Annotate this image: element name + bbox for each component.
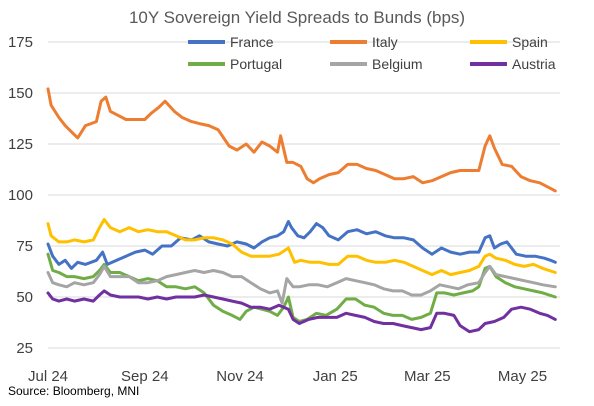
series-line-spain bbox=[46, 218, 557, 277]
y-tick-label: 25 bbox=[16, 340, 33, 357]
y-tick-label: 175 bbox=[8, 34, 33, 51]
series-line-belgium bbox=[46, 264, 557, 305]
legend-label-italy: Italy bbox=[372, 34, 398, 50]
series-line-italy bbox=[46, 87, 557, 193]
chart-title: 10Y Sovereign Yield Spreads to Bunds (bp… bbox=[129, 8, 465, 27]
y-tick-label: 150 bbox=[8, 85, 33, 102]
y-axis-ticks: 25 50 75 100 125 150 175 bbox=[8, 34, 33, 357]
x-tick-label: May 25 bbox=[498, 368, 547, 385]
x-tick-label: Jul 24 bbox=[28, 368, 68, 385]
series-lines bbox=[46, 87, 557, 334]
series-line-portugal bbox=[46, 252, 557, 323]
legend-label-austria: Austria bbox=[512, 56, 556, 72]
x-tick-label: Jan 25 bbox=[313, 368, 358, 385]
y-tick-label: 125 bbox=[8, 136, 33, 153]
legend: France Italy Spain Portugal Belgium Austria bbox=[188, 34, 556, 72]
legend-label-france: France bbox=[230, 34, 274, 50]
source-note: Source: Bloomberg, MNI bbox=[8, 384, 139, 398]
x-tick-label: Mar 25 bbox=[404, 368, 451, 385]
legend-label-belgium: Belgium bbox=[372, 56, 423, 72]
series-line-austria bbox=[46, 289, 557, 334]
y-tick-label: 50 bbox=[16, 289, 33, 306]
series-line-france bbox=[46, 220, 557, 270]
gridlines bbox=[48, 41, 560, 349]
legend-label-spain: Spain bbox=[512, 34, 548, 50]
y-tick-label: 100 bbox=[8, 187, 33, 204]
x-tick-label: Sep 24 bbox=[121, 368, 169, 385]
y-tick-label: 75 bbox=[16, 238, 33, 255]
x-axis-ticks: Jul 24 Sep 24 Nov 24 Jan 25 Mar 25 May 25 bbox=[28, 368, 547, 385]
x-tick-label: Nov 24 bbox=[216, 368, 264, 385]
legend-label-portugal: Portugal bbox=[230, 56, 282, 72]
